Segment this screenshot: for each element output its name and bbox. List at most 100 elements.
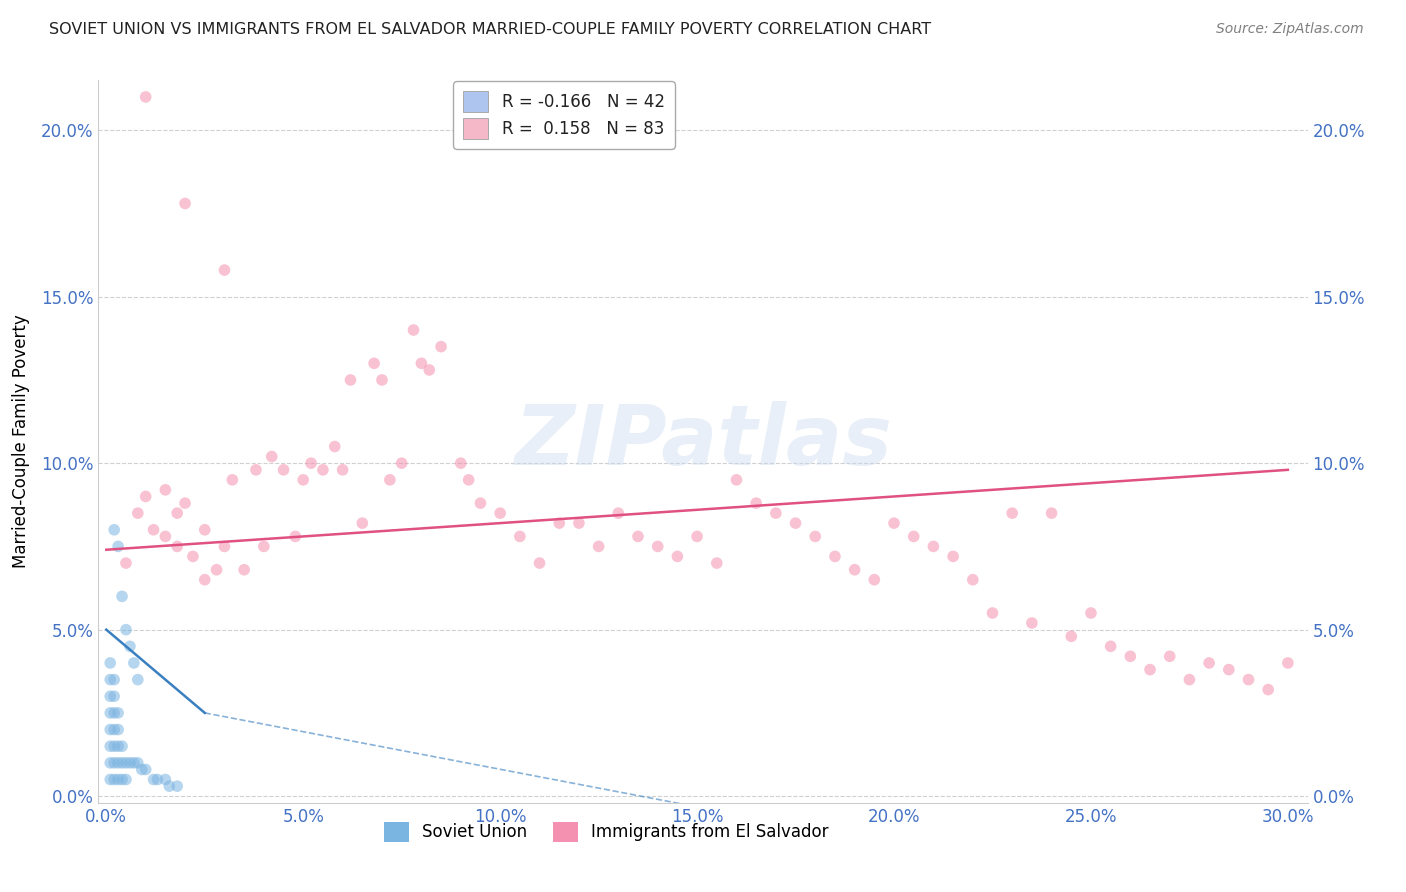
Point: [174, 196, 197, 211]
Point: [107, 706, 129, 720]
Point: [118, 640, 141, 654]
Point: [666, 549, 689, 564]
Point: [155, 772, 177, 787]
Point: [253, 540, 276, 554]
Point: [194, 523, 217, 537]
Point: [402, 323, 425, 337]
Point: [181, 549, 204, 564]
Point: [98, 690, 121, 704]
Text: SOVIET UNION VS IMMIGRANTS FROM EL SALVADOR MARRIED-COUPLE FAMILY POVERTY CORREL: SOVIET UNION VS IMMIGRANTS FROM EL SALVA…: [49, 22, 931, 37]
Y-axis label: Married-Couple Family Poverty: Married-Couple Family Poverty: [11, 315, 30, 568]
Point: [1178, 673, 1201, 687]
Point: [903, 529, 925, 543]
Point: [607, 506, 630, 520]
Point: [103, 673, 125, 687]
Point: [103, 690, 125, 704]
Point: [98, 772, 121, 787]
Point: [135, 490, 157, 504]
Point: [260, 450, 283, 464]
Point: [529, 556, 551, 570]
Point: [127, 673, 149, 687]
Point: [107, 739, 129, 754]
Point: [647, 540, 669, 554]
Point: [142, 523, 165, 537]
Point: [214, 540, 236, 554]
Point: [98, 706, 121, 720]
Point: [981, 606, 1004, 620]
Point: [221, 473, 243, 487]
Point: [166, 779, 188, 793]
Point: [103, 772, 125, 787]
Point: [135, 763, 157, 777]
Point: [391, 456, 413, 470]
Point: [706, 556, 728, 570]
Point: [146, 772, 169, 787]
Point: [98, 756, 121, 770]
Point: [115, 623, 138, 637]
Point: [103, 739, 125, 754]
Legend: Soviet Union, Immigrants from El Salvador: Soviet Union, Immigrants from El Salvado…: [377, 815, 835, 848]
Point: [1277, 656, 1299, 670]
Point: [233, 563, 256, 577]
Point: [118, 756, 141, 770]
Point: [142, 772, 165, 787]
Point: [430, 340, 453, 354]
Point: [363, 356, 385, 370]
Point: [127, 756, 149, 770]
Point: [1159, 649, 1181, 664]
Point: [194, 573, 217, 587]
Point: [339, 373, 361, 387]
Point: [214, 263, 236, 277]
Point: [157, 779, 180, 793]
Point: [98, 723, 121, 737]
Point: [245, 463, 267, 477]
Point: [844, 563, 866, 577]
Point: [155, 483, 177, 497]
Point: [922, 540, 945, 554]
Point: [103, 756, 125, 770]
Point: [1257, 682, 1279, 697]
Point: [98, 739, 121, 754]
Point: [273, 463, 295, 477]
Point: [127, 506, 149, 520]
Point: [122, 756, 145, 770]
Point: [107, 540, 129, 554]
Point: [1198, 656, 1220, 670]
Point: [883, 516, 905, 530]
Point: [942, 549, 965, 564]
Point: [107, 756, 129, 770]
Point: [98, 656, 121, 670]
Point: [1237, 673, 1260, 687]
Text: ZIPatlas: ZIPatlas: [515, 401, 891, 482]
Point: [166, 506, 188, 520]
Point: [686, 529, 709, 543]
Point: [115, 756, 138, 770]
Point: [292, 473, 315, 487]
Point: [299, 456, 322, 470]
Point: [411, 356, 433, 370]
Point: [103, 723, 125, 737]
Point: [1119, 649, 1142, 664]
Point: [588, 540, 610, 554]
Point: [785, 516, 807, 530]
Point: [103, 706, 125, 720]
Point: [1060, 629, 1083, 643]
Point: [1001, 506, 1024, 520]
Point: [418, 363, 440, 377]
Point: [111, 590, 134, 604]
Point: [111, 756, 134, 770]
Point: [568, 516, 591, 530]
Point: [111, 739, 134, 754]
Point: [1021, 615, 1043, 630]
Point: [450, 456, 472, 470]
Point: [804, 529, 827, 543]
Point: [135, 90, 157, 104]
Point: [352, 516, 374, 530]
Point: [1099, 640, 1122, 654]
Point: [98, 673, 121, 687]
Point: [312, 463, 335, 477]
Point: [1139, 663, 1161, 677]
Point: [155, 529, 177, 543]
Text: Source: ZipAtlas.com: Source: ZipAtlas.com: [1216, 22, 1364, 37]
Point: [1040, 506, 1063, 520]
